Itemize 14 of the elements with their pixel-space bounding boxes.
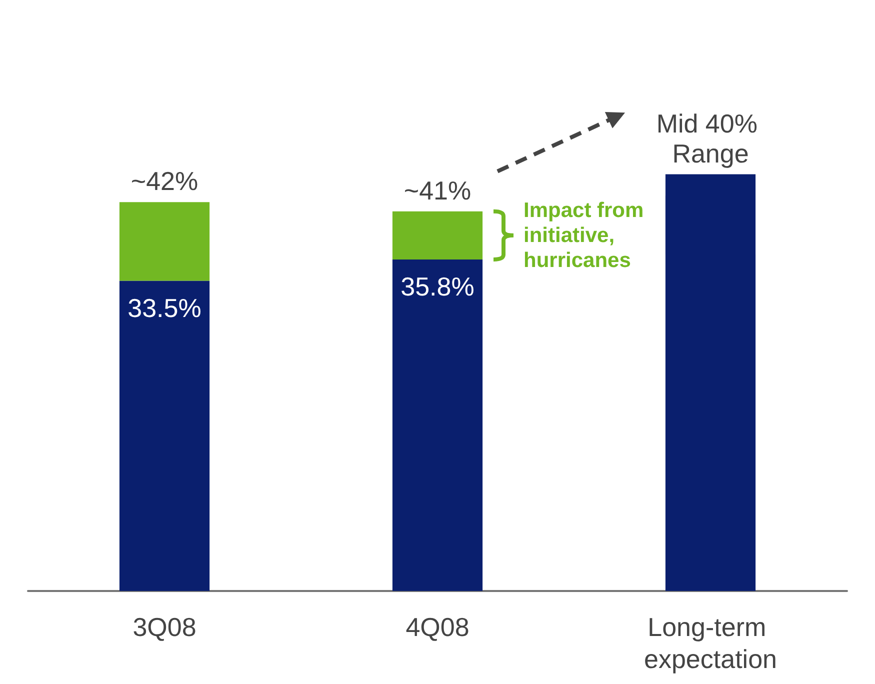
bar xyxy=(392,211,483,260)
annotation: Impact from initiative, hurricanes xyxy=(524,198,650,272)
x-tick-label: Long-term expectation xyxy=(644,612,777,674)
annotation: Mid 40% Range xyxy=(656,108,765,168)
x-tick-label: 4Q08 xyxy=(406,612,470,642)
x-tick-label: 3Q08 xyxy=(132,612,196,642)
bar xyxy=(665,174,756,591)
bar xyxy=(119,280,210,591)
bar xyxy=(119,202,210,281)
data-label: 33.5% xyxy=(128,292,202,323)
bar xyxy=(392,259,483,591)
total-label: ~41% xyxy=(404,175,472,206)
total-label: ~42% xyxy=(130,166,198,196)
data-label: 35.8% xyxy=(400,271,474,302)
